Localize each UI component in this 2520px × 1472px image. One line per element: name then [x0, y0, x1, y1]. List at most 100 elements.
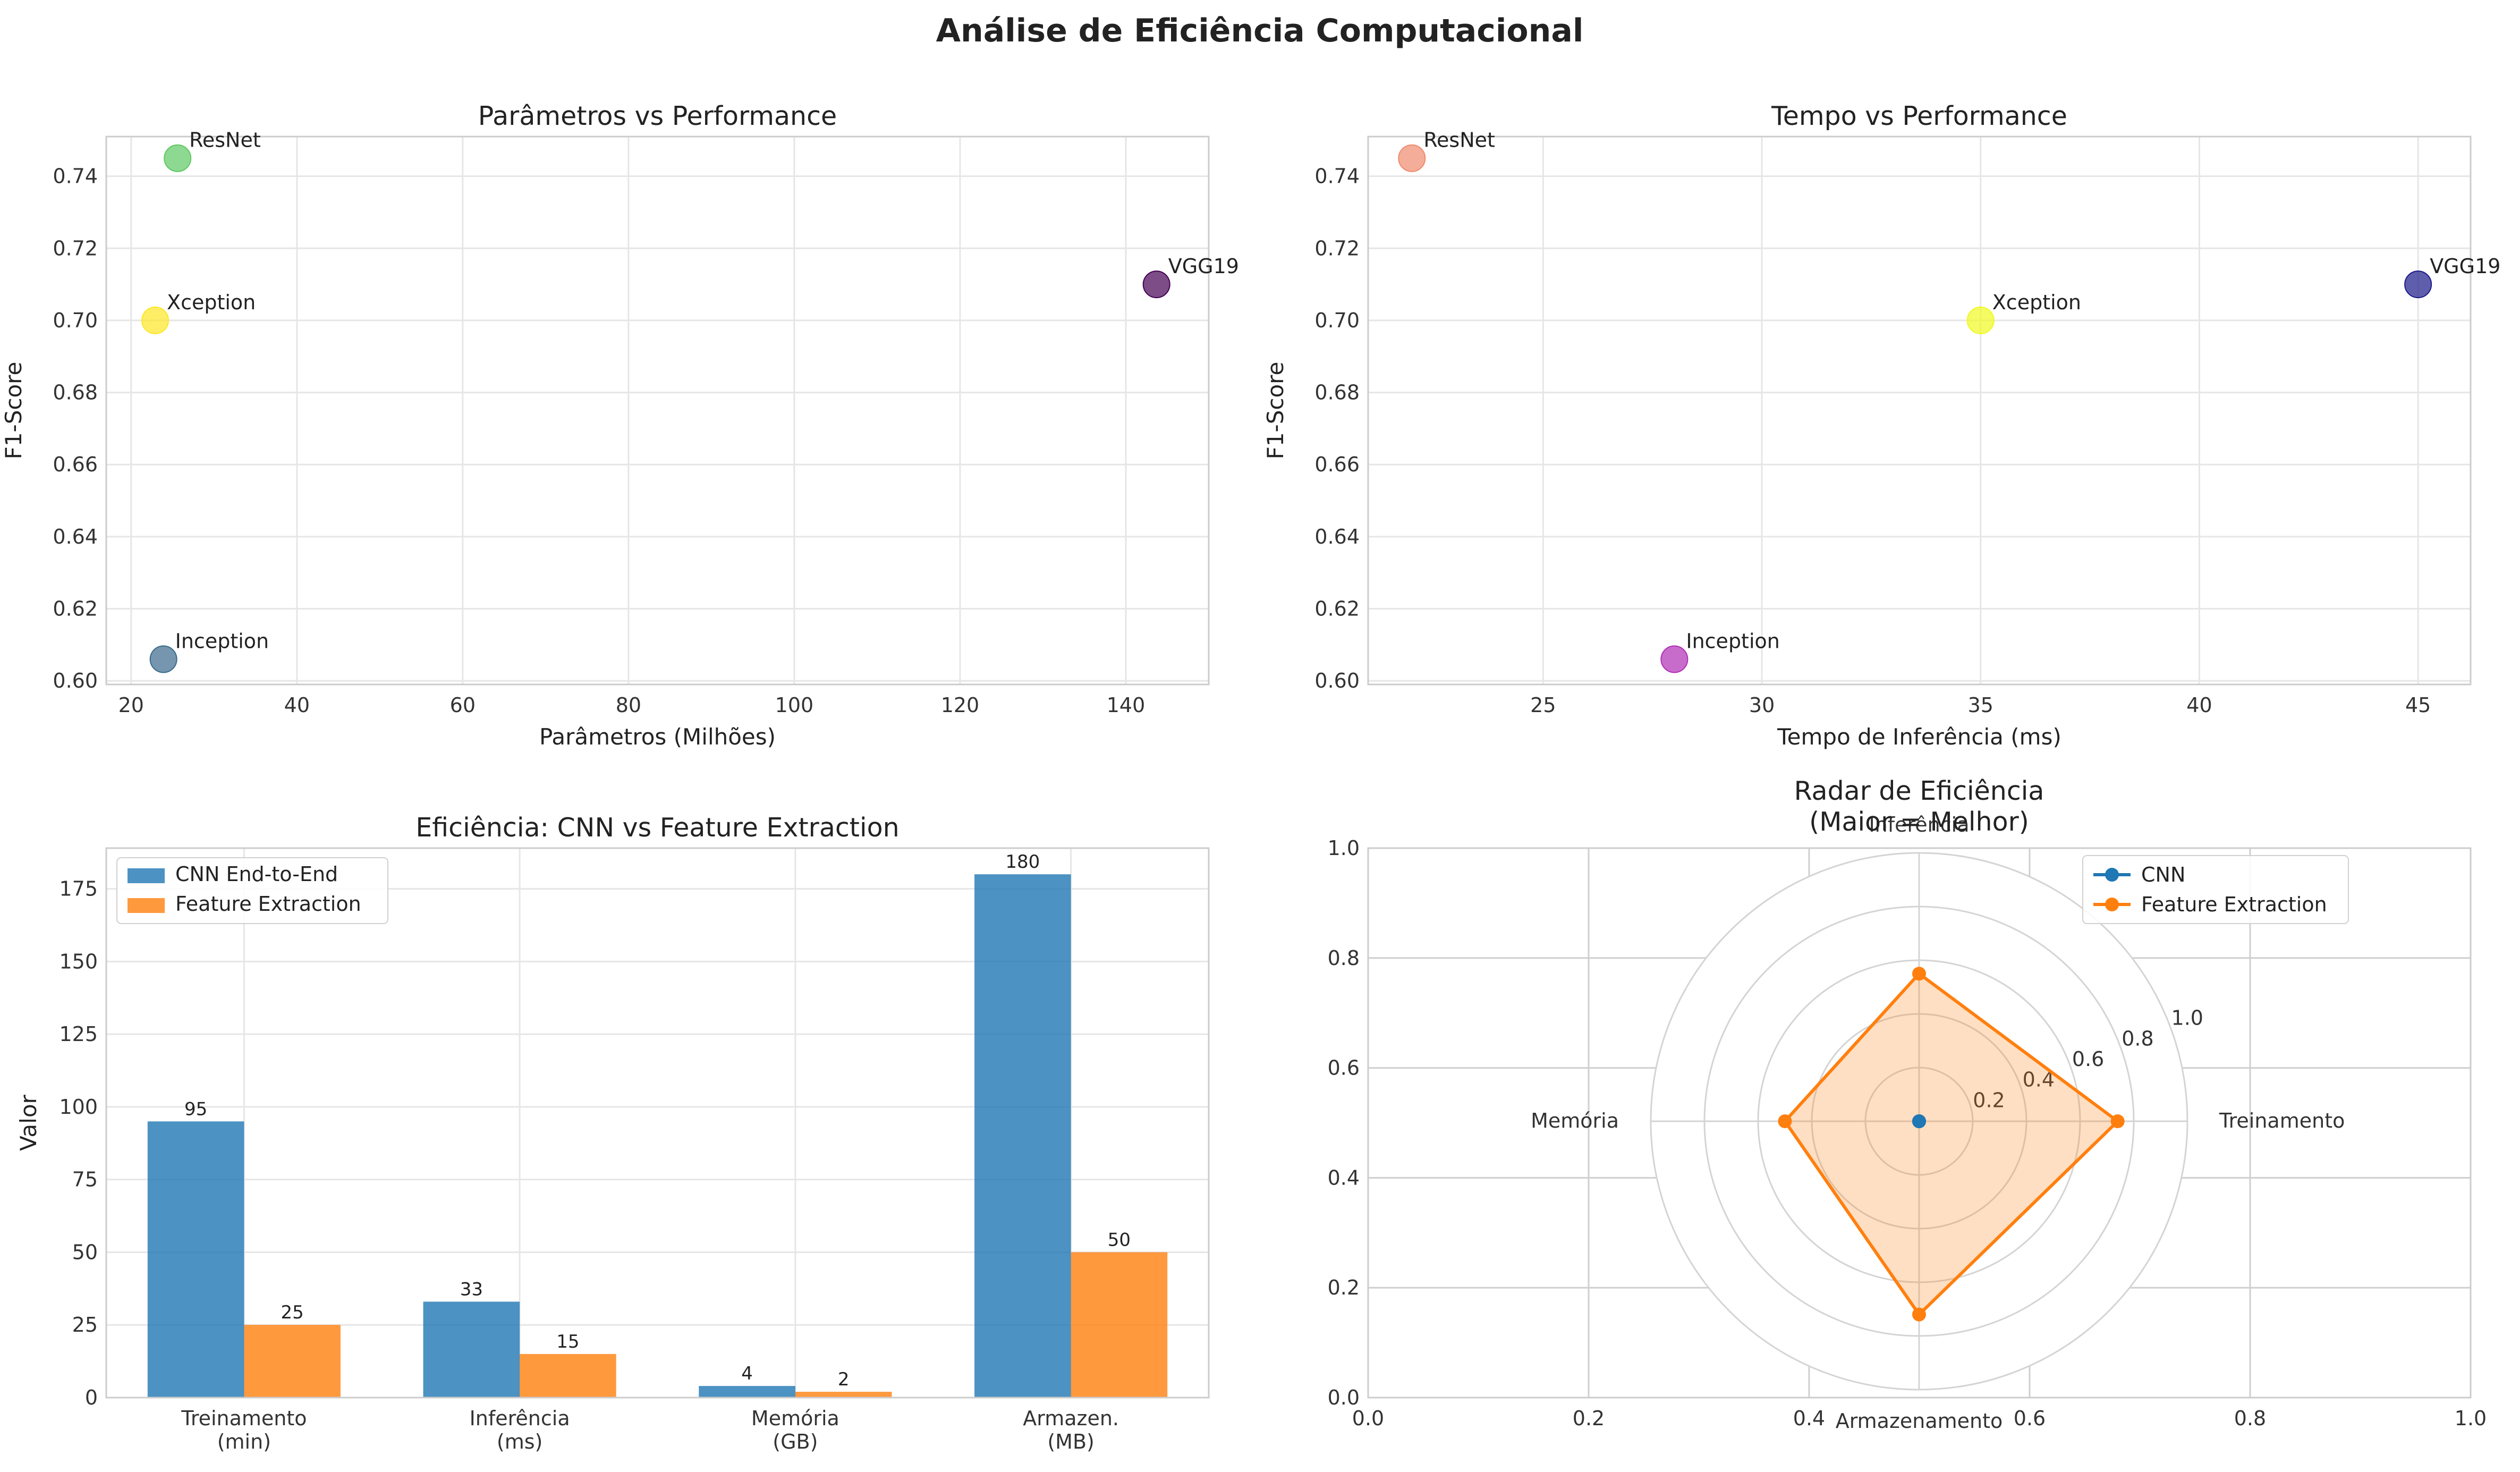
frame-x-tick-label: 0.0 [1352, 1407, 1384, 1430]
chart-title: (Maior = Melhor) [1809, 807, 2029, 837]
legend-label: CNN [2141, 863, 2185, 886]
x-tick-label: Memória [751, 1407, 839, 1430]
legend-label: Feature Extraction [175, 892, 361, 916]
x-tick-label: 40 [284, 693, 310, 717]
point-label: ResNet [189, 129, 261, 152]
radial-tick-label: 0.6 [2072, 1047, 2104, 1071]
chart-title: Eficiência: CNN vs Feature Extraction [415, 813, 899, 843]
legend: CNN End-to-End Feature Extraction [116, 857, 388, 924]
bar [244, 1325, 341, 1398]
frame-x-tick-label: 0.6 [2014, 1407, 2046, 1430]
radar-efficiency: 0.0 0.2 0.4 0.6 0.8 1.0 0.0 0.2 0.4 0.6 0.8 1.0 0.2 0… [1328, 776, 2487, 1433]
frame-x-tick-label: 0.2 [1573, 1407, 1605, 1430]
y-tick-label: 0.68 [53, 381, 98, 404]
radar-axis-label: Inferência [1869, 813, 1969, 836]
radar-marker [1778, 1114, 1792, 1128]
legend-label: Feature Extraction [2141, 893, 2327, 916]
bar-value-label: 95 [184, 1098, 207, 1120]
y-tick-label: 0.64 [53, 525, 98, 548]
y-tick-label: 0.60 [53, 669, 98, 692]
bar [699, 1386, 795, 1398]
legend: CNN Feature Extraction [2082, 855, 2349, 924]
y-tick-label: 0.62 [1314, 597, 1360, 621]
y-tick-label: 0 [85, 1386, 98, 1409]
point-label: Inception [175, 630, 269, 653]
legend-label: CNN End-to-End [175, 862, 338, 886]
axes-frame [1367, 136, 2472, 686]
legend-marker [2105, 898, 2119, 911]
bar [795, 1392, 892, 1398]
y-tick-label: 50 [72, 1240, 98, 1264]
y-tick-label: 175 [59, 877, 98, 901]
radar-marker [1912, 1307, 1926, 1322]
y-tick-label: 0.74 [53, 165, 98, 188]
radial-tick-label: 1.0 [2171, 1006, 2203, 1030]
legend-box [2082, 855, 2349, 924]
y-tick-label: 75 [72, 1168, 98, 1191]
bar-efficiency-comparison: 0 25 50 75 100 125 150 175 95 33 4 180 25 15 2 50 Treina… [15, 813, 1210, 1453]
frame-y-tick-label: 0.8 [1328, 946, 1360, 970]
bar [1071, 1252, 1168, 1398]
bar-value-label: 50 [1108, 1229, 1131, 1250]
x-tick-label: Armazen. [1023, 1407, 1119, 1430]
bar [520, 1353, 616, 1398]
frame-y-tick-label: 0.6 [1328, 1056, 1360, 1080]
x-tick-label: 45 [2405, 693, 2431, 717]
y-tick-label: 150 [59, 950, 98, 973]
x-tick-label: 60 [450, 693, 476, 717]
frame-y-tick-label: 0.2 [1328, 1276, 1360, 1299]
bar [423, 1301, 520, 1398]
bar-value-label: 25 [281, 1302, 304, 1323]
radar-marker [1912, 1114, 1926, 1128]
bar-value-label: 180 [1005, 851, 1040, 873]
chart-title: Radar de Eficiência [1794, 776, 2044, 806]
frame-border [1367, 847, 2472, 1399]
x-tick-label: 80 [616, 693, 641, 717]
radar-axis-label: Memória [1531, 1109, 1619, 1132]
x-tick-label: 100 [775, 693, 814, 717]
bar-value-label: 33 [460, 1279, 483, 1300]
axes-frame [105, 136, 1210, 686]
y-axis-label: F1-Score [1262, 362, 1288, 460]
figure-title: Análise de Eficiência Computacional [936, 12, 1584, 49]
bar-value-label: 15 [556, 1331, 579, 1352]
y-tick-label: 0.68 [1314, 381, 1360, 404]
y-tick-label: 0.72 [1314, 236, 1360, 260]
chart-title: Parâmetros vs Performance [478, 101, 837, 131]
y-tick-label: 0.60 [1314, 669, 1360, 692]
legend-box [116, 857, 388, 924]
plot-area [1368, 137, 2471, 684]
point-label: VGG19 [1168, 255, 1239, 278]
x-tick-label: (min) [217, 1430, 271, 1453]
x-tick-label: 40 [2186, 693, 2212, 717]
data-point [141, 306, 169, 334]
bar-value-label: 2 [838, 1369, 850, 1390]
x-tick-label: 35 [1968, 693, 1993, 717]
radar-marker [2110, 1114, 2125, 1128]
legend-swatch [128, 898, 165, 913]
x-tick-label: 140 [1107, 693, 1146, 717]
radar-fill [1785, 974, 2118, 1315]
x-tick-label: 25 [1530, 693, 1556, 717]
point-label: Xception [1992, 291, 2081, 314]
legend-marker [2105, 868, 2119, 882]
radar-axis-label: Armazenamento [1836, 1409, 2003, 1433]
point-label: ResNet [1423, 129, 1495, 152]
y-tick-label: 100 [59, 1095, 98, 1119]
radial-tick-label: 0.8 [2122, 1027, 2153, 1050]
bar-value-label: 4 [741, 1363, 753, 1384]
data-point [2404, 270, 2432, 299]
x-tick-label: (MB) [1047, 1430, 1094, 1453]
point-label: Xception [167, 291, 256, 314]
y-tick-label: 0.70 [53, 309, 98, 332]
data-point [1142, 270, 1170, 299]
point-label: Inception [1686, 630, 1779, 653]
x-tick-label: 120 [941, 693, 980, 717]
x-axis-label: Parâmetros (Milhões) [539, 724, 776, 750]
y-tick-label: 0.66 [53, 453, 98, 476]
axes-frame [105, 847, 1210, 1399]
y-tick-label: 0.62 [53, 597, 98, 621]
y-tick-label: 0.70 [1314, 309, 1360, 332]
data-point [149, 645, 177, 673]
x-axis-label: Tempo de Inferência (ms) [1777, 724, 2061, 750]
